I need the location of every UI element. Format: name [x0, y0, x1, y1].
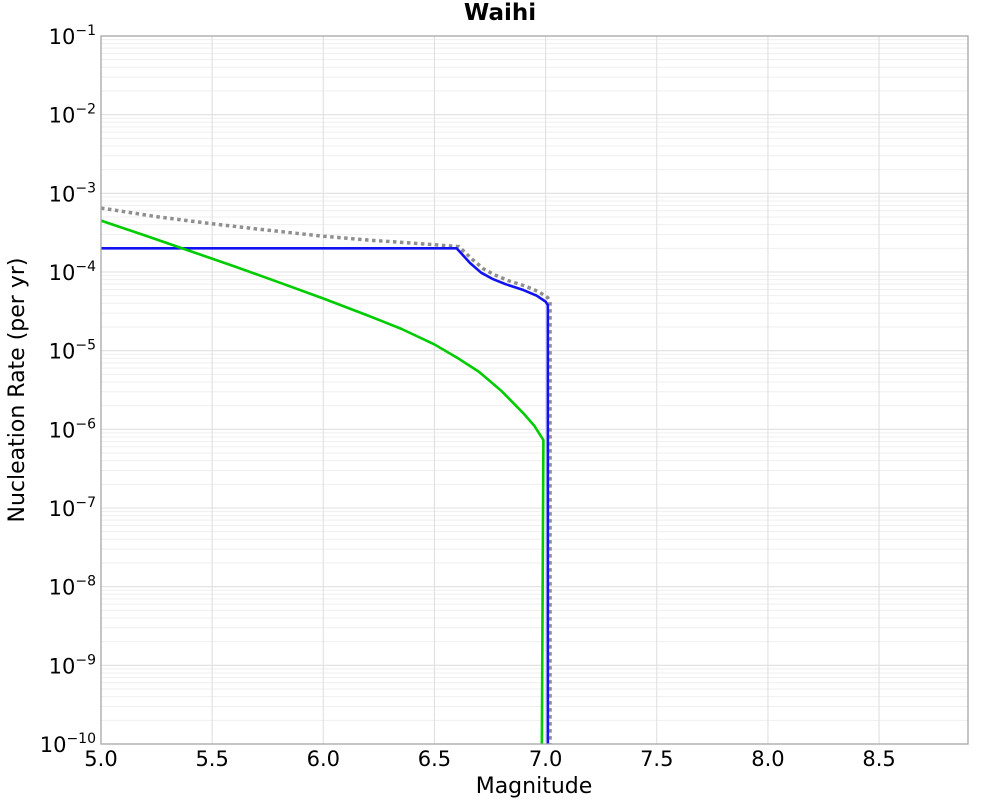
y-tick-label: 10−2 — [49, 102, 96, 128]
y-tick-label: 10−8 — [49, 574, 96, 600]
y-tick-label: 10−6 — [49, 416, 96, 442]
x-tick-label-layer: 5.0 5.5 6.0 6.5 7.0 7.5 8.0 8.5 — [84, 747, 895, 771]
series-blue-solid-curve — [101, 247, 550, 744]
y-axis-label: Nucleation Rate (per yr) — [5, 258, 30, 523]
x-tick-label: 5.0 — [84, 747, 117, 771]
y-tick-label: 10−10 — [40, 731, 96, 757]
series-gray-dotted-curve — [100, 206, 552, 744]
x-tick-label: 7.0 — [529, 747, 562, 771]
grid-major-layer — [101, 36, 968, 744]
series-green-solid-curve — [100, 219, 545, 745]
chart-title: Waihi — [464, 0, 536, 26]
x-tick-label: 5.5 — [195, 747, 228, 771]
y-tick-label: 10−1 — [49, 23, 96, 49]
x-tick-label: 6.5 — [418, 747, 451, 771]
y-tick-label: 10−3 — [49, 180, 96, 206]
x-tick-label: 8.5 — [862, 747, 895, 771]
series-layer — [100, 206, 552, 745]
x-tick-label: 8.0 — [751, 747, 784, 771]
y-tick-label-layer: 10−1 10−2 10−3 10−4 10−5 10−6 10−7 10−8 10−9 10−1… — [40, 23, 96, 757]
plot-border — [100, 35, 969, 745]
x-tick-label: 7.5 — [640, 747, 673, 771]
y-tick-label: 10−7 — [49, 495, 96, 521]
y-tick-label: 10−5 — [49, 338, 96, 364]
x-tick-label: 6.0 — [307, 747, 340, 771]
grid-minor-layer — [101, 39, 968, 721]
y-tick-label: 10−4 — [49, 259, 96, 285]
y-tick-label: 10−9 — [49, 652, 96, 678]
x-axis-label: Magnitude — [476, 774, 593, 799]
